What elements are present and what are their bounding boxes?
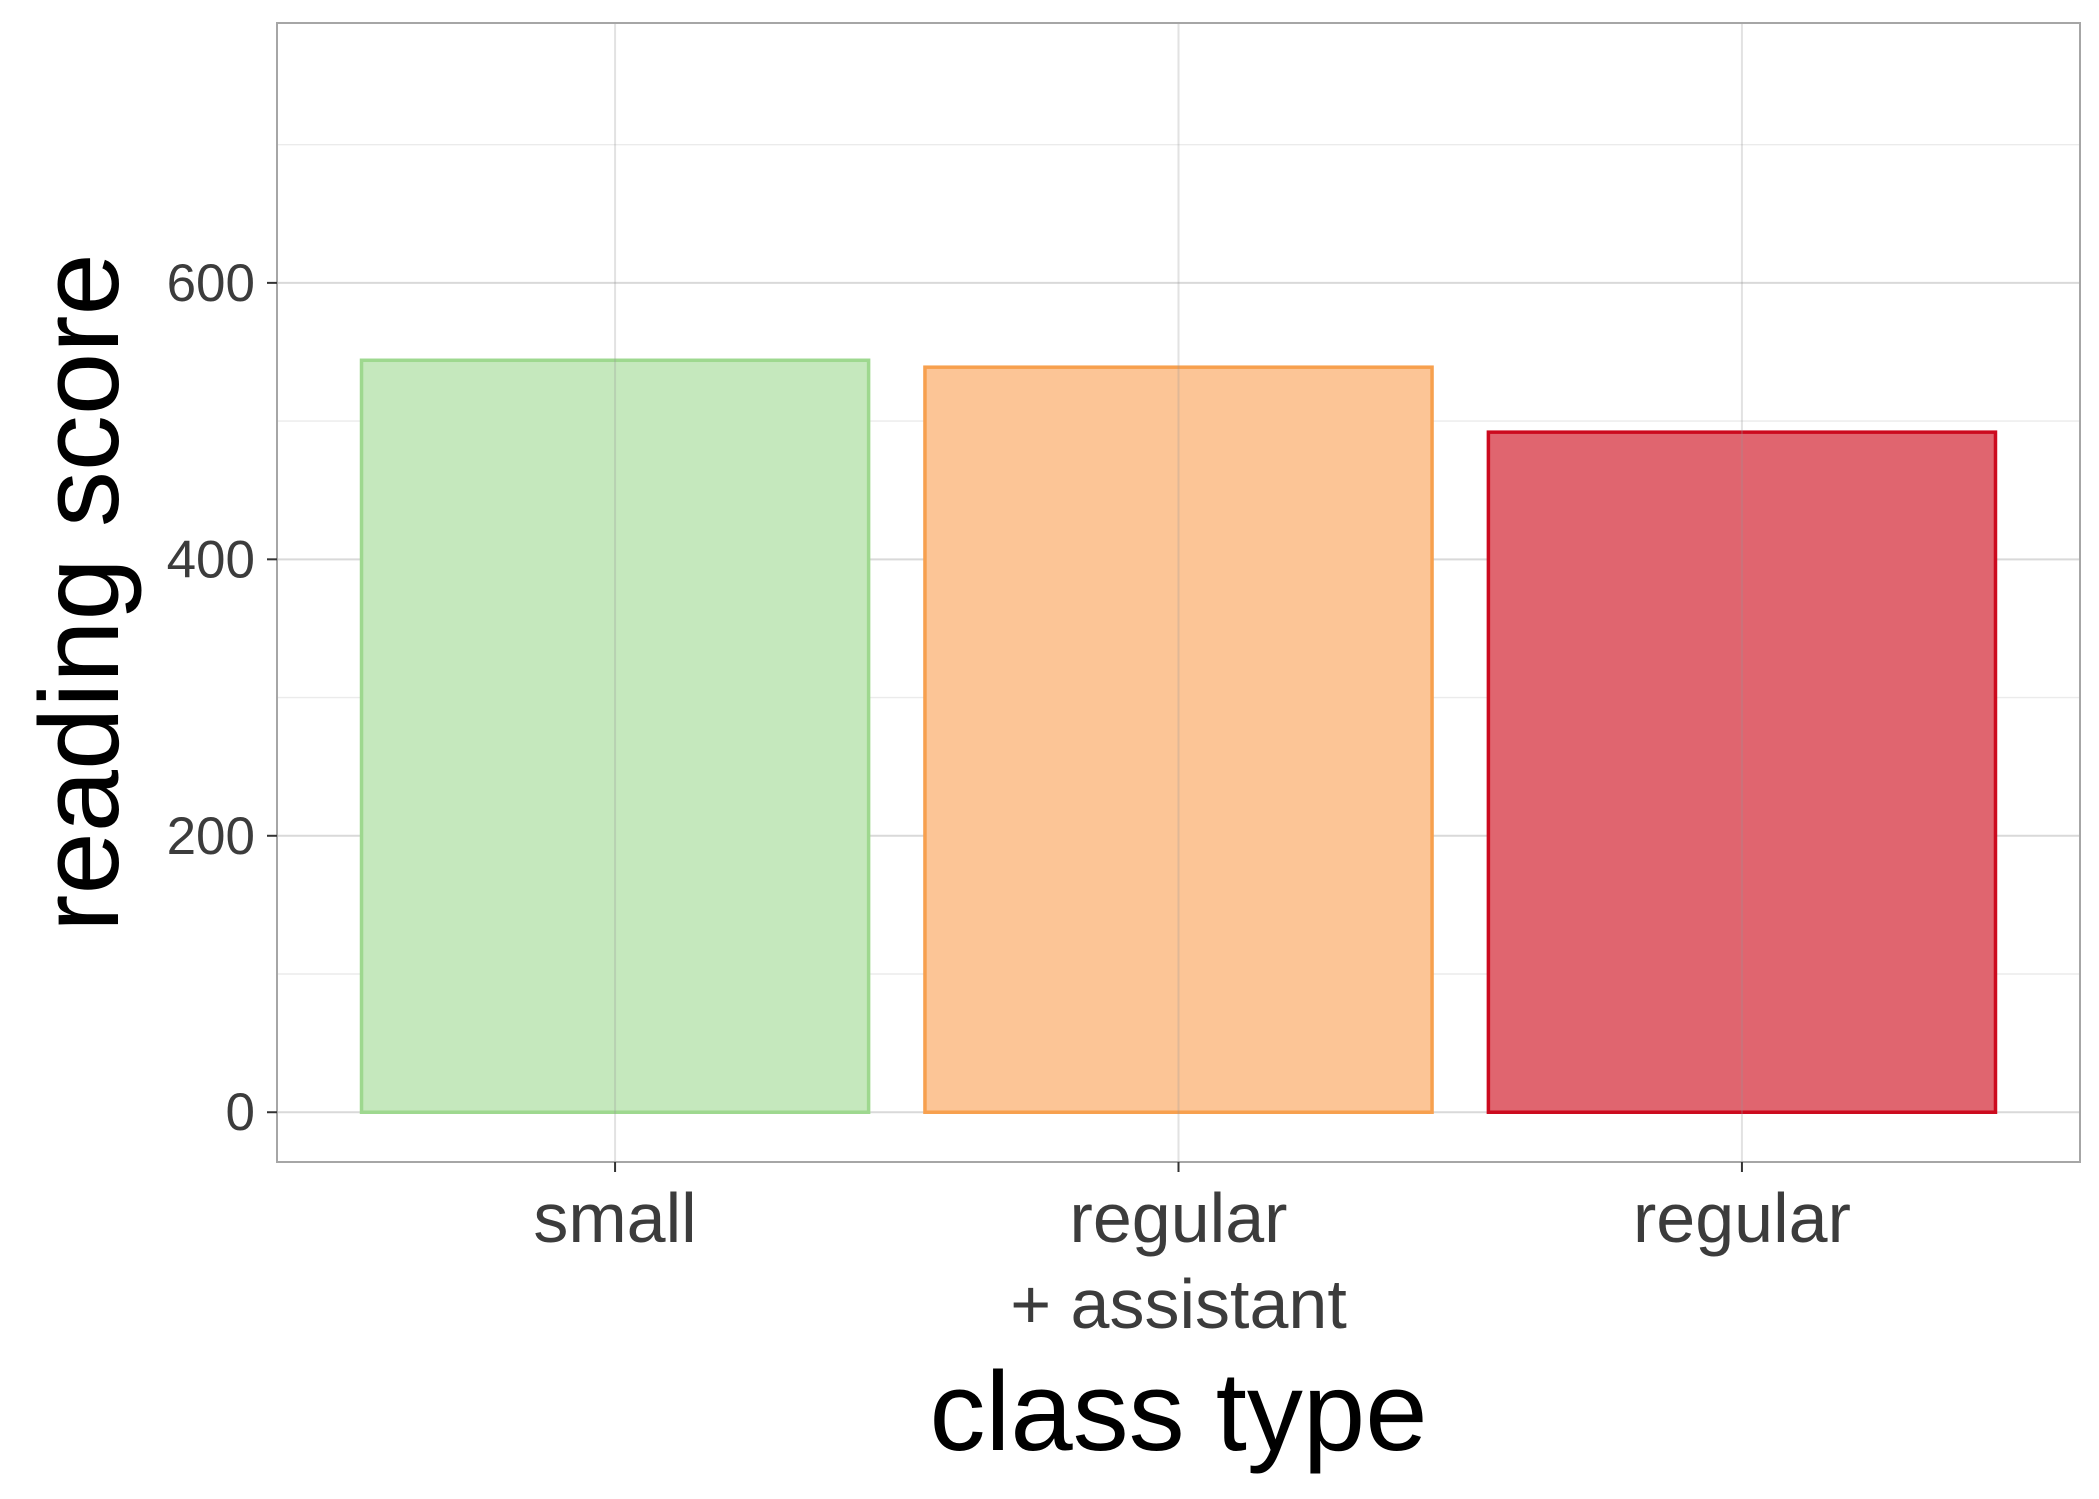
bars [359,358,1998,1114]
y-tick-label: 600 [167,254,255,313]
x-tick-label: small [533,1179,696,1257]
x-tick-label: regular [1633,1179,1851,1257]
x-axis-title: class type [930,1349,1428,1474]
bar-3 [1486,430,1998,1114]
bar-2 [923,365,1434,1114]
axes: 0 200 400 600 small regular + assistant regular [167,254,1851,1343]
y-tick-label: 400 [167,530,255,589]
y-tick-label: 200 [167,807,255,866]
x-tick-label: regular + assistant [1010,1179,1347,1343]
bar-1 [359,358,871,1114]
y-tick-label: 0 [226,1083,255,1142]
y-axis-title: reading score [17,253,142,932]
vertical-gridlines [614,23,1743,1162]
